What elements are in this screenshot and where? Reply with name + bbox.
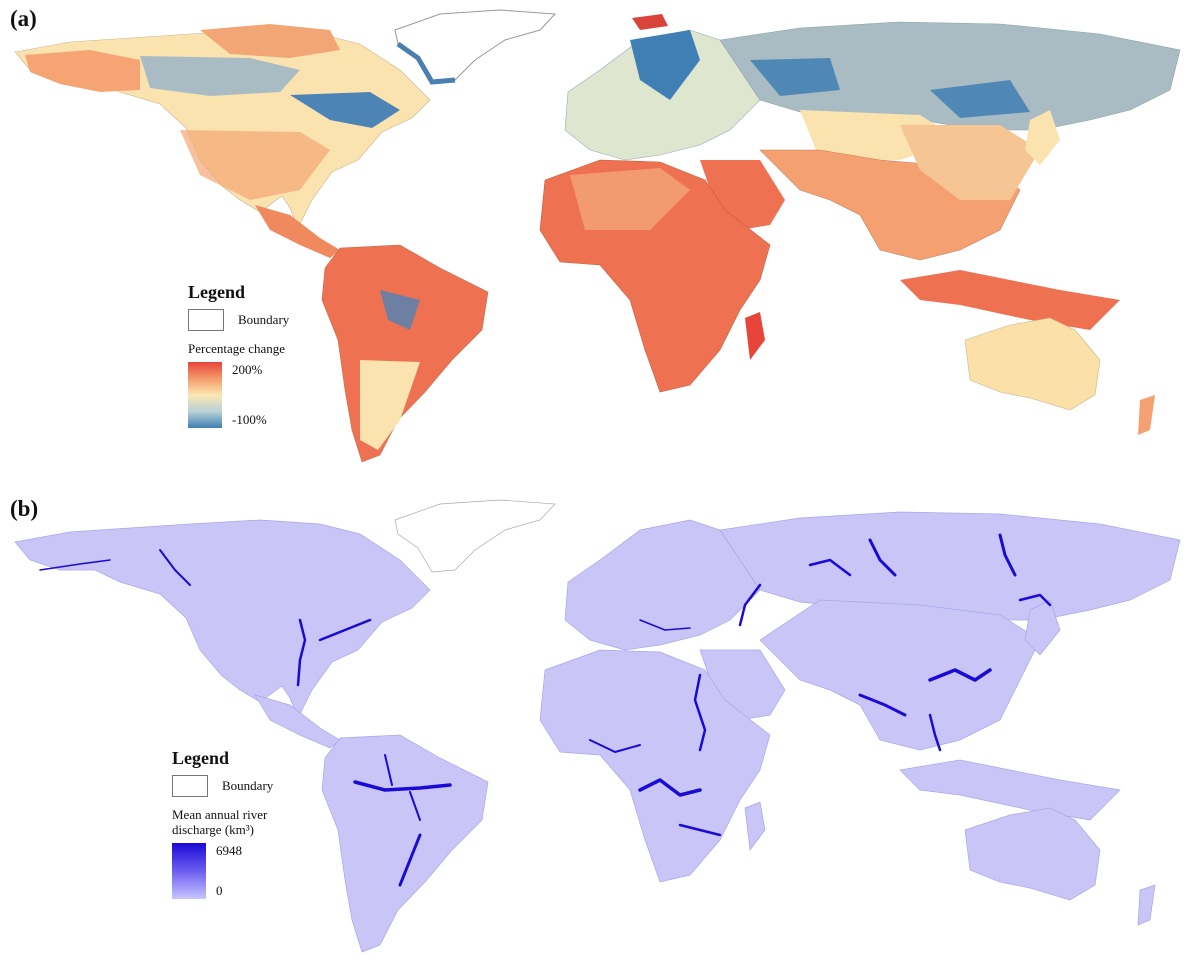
legend-title: Legend [172, 748, 230, 768]
map-a-africa-north [570, 168, 690, 230]
map-a-china [900, 125, 1040, 200]
river-parana [398, 833, 422, 887]
river-congo [638, 778, 702, 797]
map-a-arabia [700, 160, 785, 230]
map-b-madagascar [744, 801, 766, 851]
map-b-south-america [321, 734, 489, 953]
legend-scale-title: Percentage change [188, 341, 286, 356]
river-nile [693, 673, 707, 752]
legend-boundary-row: Boundary [172, 775, 273, 797]
map-a-greenland-coast [396, 41, 456, 85]
map-a-indonesia [900, 270, 1120, 330]
river-ganges [858, 693, 907, 717]
map-b-russia [719, 511, 1181, 621]
boundary-swatch [172, 775, 208, 797]
map-b-new-zealand [1137, 884, 1156, 926]
river-volga [738, 583, 762, 627]
map-a-central-america [255, 205, 340, 258]
legend-title: Legend [188, 282, 246, 302]
ramp-max-label: 200% [232, 362, 263, 377]
ramp-labels: 200% -100% [232, 362, 267, 428]
river-niger [589, 739, 641, 753]
ramp-min-label: -100% [232, 412, 267, 427]
map-a-russia-blue [750, 58, 840, 96]
map-b-central-america [254, 694, 341, 749]
color-ramp [188, 362, 222, 428]
legend-scale-title: Mean annual river discharge (km³) [172, 807, 273, 837]
river-yenisei [998, 533, 1017, 577]
river-mekong [928, 713, 942, 752]
map-b-greenland [394, 499, 556, 573]
panel-a-legend: Legend Boundary Percentage change 200% -… [188, 282, 289, 428]
map-a-australia [964, 317, 1101, 411]
map-a-svg [14, 9, 1181, 463]
river-mississippi [296, 618, 307, 687]
panel-b-label: (b) [10, 496, 39, 521]
map-a-madagascar [745, 312, 765, 360]
map-b-indonesia [899, 759, 1121, 821]
legend-color-ramp-row: 6948 0 [172, 843, 273, 899]
panel-a-percentage-change-map: (a) Legend Boundary Percentage change 20… [0, 0, 1200, 470]
panel-b-river-discharge-map: (b) Legend Boundary Mean annual river di… [0, 490, 1200, 960]
map-b-north-america [14, 519, 431, 719]
map-a-south-america-blue [380, 290, 420, 330]
map-b-africa [539, 649, 771, 883]
river-amazon [353, 780, 452, 792]
map-a-scandinavia-blue [630, 30, 700, 100]
river-yangtze [928, 668, 992, 682]
river-mackenzie [159, 549, 191, 586]
ramp-labels: 6948 0 [216, 843, 242, 899]
map-a-canada-north [200, 24, 340, 58]
map-a-japan [1025, 110, 1060, 165]
map-a-usa-mixed [180, 130, 330, 200]
river-zambezi [678, 823, 722, 837]
scale-title-line1: Mean annual river [172, 807, 268, 822]
legend-boundary-row: Boundary [188, 309, 289, 331]
map-a-canada-blue [290, 92, 400, 128]
river-ob [868, 538, 897, 577]
map-a-new-zealand [1138, 395, 1155, 435]
map-b-asia [759, 599, 1041, 751]
river-st-lawrence [318, 618, 372, 642]
legend-color-ramp-row: 200% -100% [188, 362, 289, 428]
map-a-canada-grey [140, 56, 300, 96]
ramp-max-label: 6948 [216, 843, 242, 858]
map-b-svg [14, 499, 1181, 953]
map-a-iceland [632, 14, 668, 30]
ramp-min-label: 0 [216, 883, 223, 898]
river-amazon-tributary [384, 754, 421, 821]
panel-a-label: (a) [10, 6, 37, 31]
boundary-label: Boundary [222, 778, 274, 793]
river-yukon [39, 559, 111, 571]
boundary-label: Boundary [238, 312, 290, 327]
map-a-siberia-blue [930, 80, 1030, 118]
river-danube [639, 619, 691, 631]
map-a-south-america-south [360, 360, 420, 450]
river-amur [1018, 593, 1052, 607]
river-lena [808, 558, 852, 577]
map-b-australia [964, 807, 1101, 901]
map-a-alaska-region [25, 50, 140, 92]
color-ramp [172, 843, 206, 899]
panel-b-legend: Legend Boundary Mean annual river discha… [172, 748, 273, 899]
boundary-swatch [188, 309, 224, 331]
scale-title-line2: discharge (km³) [172, 822, 254, 837]
map-a-greenland [394, 9, 557, 83]
map-a-south-america [321, 244, 489, 463]
